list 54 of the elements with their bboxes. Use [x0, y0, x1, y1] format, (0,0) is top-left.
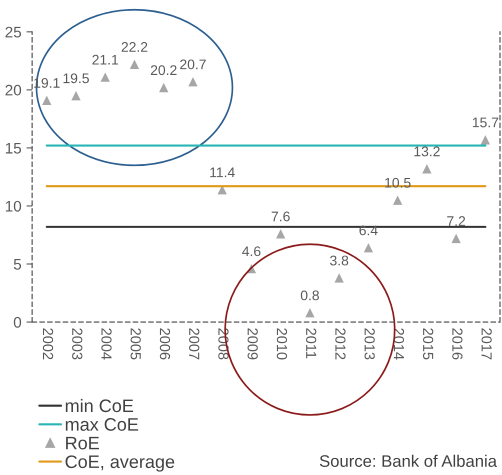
- point: [159, 82, 168, 92]
- x-tick-label: 2011: [306, 328, 316, 358]
- x-tick-label: 2007: [189, 328, 200, 360]
- point: [276, 229, 286, 238]
- x-tick-label: 2012: [335, 328, 346, 360]
- y-tick-label: 10: [6, 200, 22, 212]
- point: [392, 195, 402, 205]
- x-tick-label: 2004: [101, 328, 112, 360]
- x-tick-label: 2017: [481, 328, 492, 360]
- x-tick-label: 2003: [72, 328, 82, 360]
- data-label: 20.7: [180, 59, 206, 70]
- y-tick-label: 0: [14, 316, 22, 328]
- point: [100, 72, 110, 82]
- data-label: 6.4: [359, 225, 378, 236]
- data-label: 13.2: [414, 146, 440, 156]
- data-label: 0.8: [300, 290, 319, 300]
- point: [130, 60, 140, 69]
- data-label: 7.2: [447, 216, 466, 226]
- data-label: 22.2: [122, 42, 148, 52]
- data-label: 11.4: [210, 168, 235, 178]
- y-tick-label: 25: [5, 26, 22, 38]
- legend-label: RoE: [66, 436, 99, 450]
- point: [71, 91, 81, 100]
- x-tick-label: 2009: [248, 328, 258, 360]
- data-label: 7.6: [272, 212, 290, 222]
- data-label: 19.5: [64, 73, 89, 84]
- x-tick-label: 2016: [452, 328, 463, 360]
- data-label: 15.7: [472, 118, 498, 128]
- point: [480, 135, 490, 144]
- x-tick-label: 2005: [130, 328, 141, 360]
- source-note: Source: Bank of Albania: [320, 454, 497, 467]
- data-label: 20.2: [150, 65, 177, 76]
- point: [188, 77, 198, 86]
- legend-label: min CoE: [66, 398, 134, 412]
- y-tick-label: 5: [14, 259, 22, 270]
- point: [42, 96, 52, 105]
- data-label: 3.8: [330, 256, 348, 266]
- point: [334, 273, 344, 283]
- legend-label: max CoE: [66, 418, 138, 431]
- point: [451, 234, 461, 244]
- x-tick-label: 2006: [160, 328, 170, 360]
- x-tick-label: 2010: [276, 328, 288, 360]
- x-tick-label: 2002: [42, 328, 54, 360]
- data-label: 21.1: [92, 54, 118, 64]
- point: [364, 243, 374, 252]
- data-label: 4.6: [242, 246, 260, 256]
- y-tick-label: 20: [5, 84, 22, 96]
- y-tick-label: 15: [6, 142, 22, 154]
- point: [305, 308, 315, 318]
- x-tick-label: 2015: [422, 328, 434, 360]
- point: [422, 164, 432, 174]
- x-tick-label: 2013: [364, 328, 375, 360]
- point: [218, 185, 227, 194]
- legend-label: CoE, average: [66, 455, 174, 472]
